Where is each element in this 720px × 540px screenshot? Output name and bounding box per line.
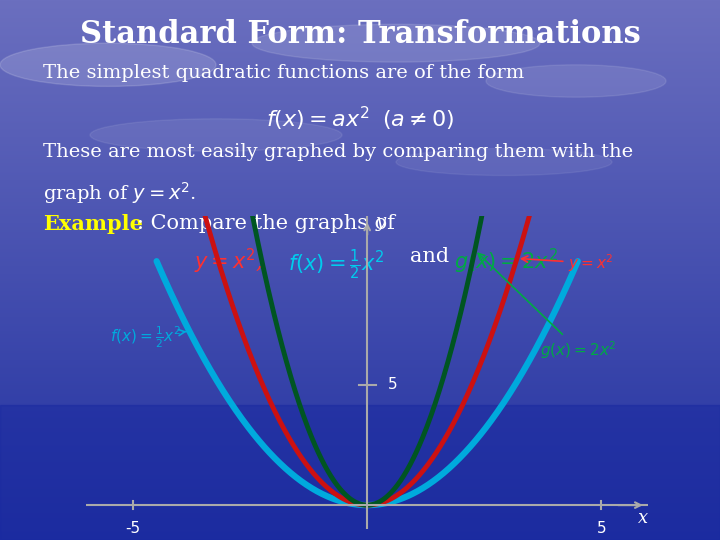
Text: $f(x) = \frac{1}{2}x^2$: $f(x) = \frac{1}{2}x^2$ [110, 324, 186, 349]
Bar [0, 405, 720, 540]
Ellipse shape [486, 65, 666, 97]
Text: Example: Example [43, 214, 143, 234]
Text: $f(x) = \frac{1}{2}x^2$: $f(x) = \frac{1}{2}x^2$ [288, 247, 384, 282]
Text: $g(x) = 2x^2$: $g(x) = 2x^2$ [478, 253, 617, 361]
Ellipse shape [396, 148, 612, 176]
Text: x: x [638, 509, 649, 528]
Ellipse shape [252, 24, 540, 62]
Text: and: and [410, 247, 449, 266]
Text: 5: 5 [596, 521, 606, 536]
Text: graph of $y = x^2$.: graph of $y = x^2$. [43, 180, 197, 206]
Text: 5: 5 [388, 377, 398, 392]
Ellipse shape [90, 119, 342, 151]
Text: : Compare the graphs of: : Compare the graphs of [137, 214, 395, 233]
Text: The simplest quadratic functions are of the form: The simplest quadratic functions are of … [43, 64, 524, 82]
Ellipse shape [0, 43, 216, 86]
Text: $f(x) = ax^2\;\;(a \neq 0)$: $f(x) = ax^2\;\;(a \neq 0)$ [266, 105, 454, 133]
Text: y: y [375, 213, 385, 231]
Text: $g(x) = 2x^2$: $g(x) = 2x^2$ [454, 247, 557, 276]
Text: $y = x^2$,: $y = x^2$, [194, 247, 264, 276]
Text: -5: -5 [125, 521, 141, 536]
Text: These are most easily graphed by comparing them with the: These are most easily graphed by compari… [43, 143, 634, 160]
Text: Standard Form: Transformations: Standard Form: Transformations [80, 19, 640, 50]
Text: $y = x^2$: $y = x^2$ [521, 252, 614, 274]
